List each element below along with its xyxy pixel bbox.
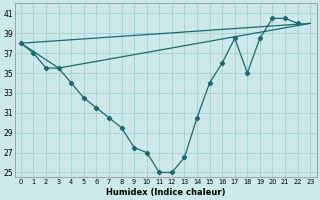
- X-axis label: Humidex (Indice chaleur): Humidex (Indice chaleur): [106, 188, 225, 197]
